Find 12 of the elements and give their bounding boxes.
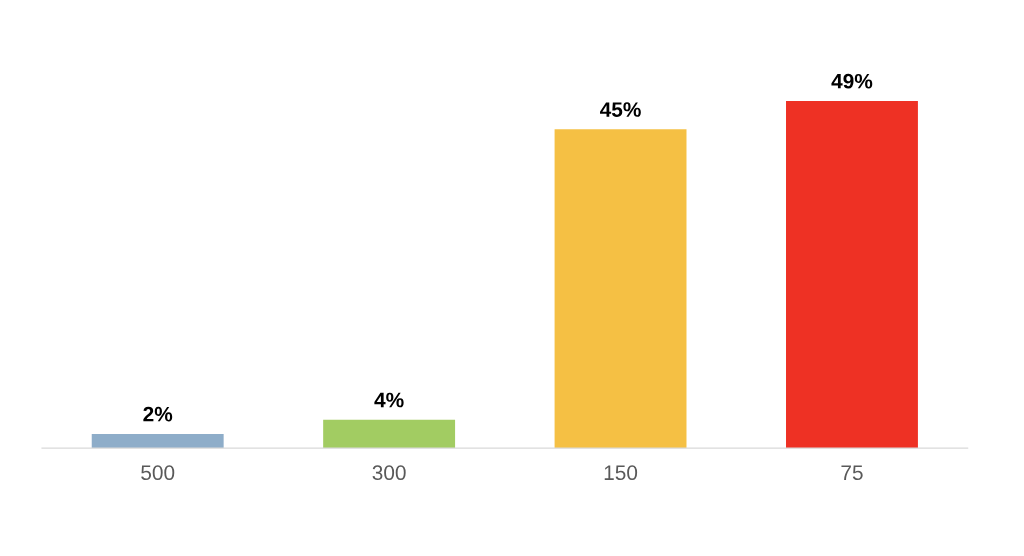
- bar: [554, 129, 687, 449]
- data-label: 4%: [374, 392, 404, 408]
- data-label: 2%: [143, 406, 173, 422]
- x-tick-label: 300: [372, 465, 406, 481]
- x-tick-label: 75: [841, 465, 863, 481]
- bar: [786, 101, 918, 449]
- x-tick-label: 500: [141, 465, 175, 481]
- x-tick-label: 150: [604, 465, 638, 481]
- bar: [323, 419, 456, 449]
- data-label: 45%: [600, 102, 641, 117]
- data-label: 49%: [831, 73, 873, 89]
- bar: [91, 433, 224, 449]
